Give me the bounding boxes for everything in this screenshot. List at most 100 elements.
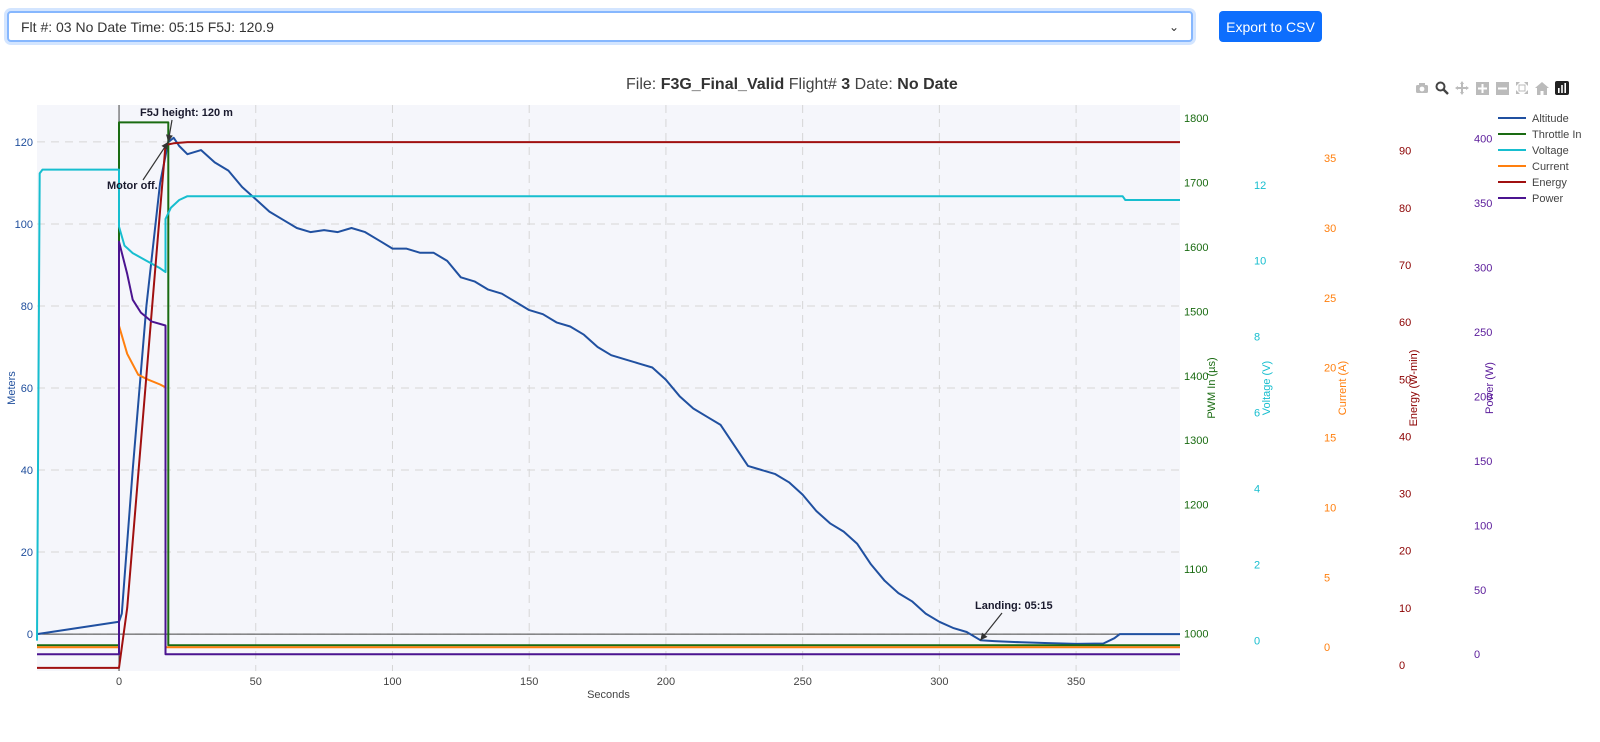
y6-tick-label: 150 [1474, 456, 1492, 468]
legend-label: Throttle In [1532, 129, 1582, 141]
autoscale-icon[interactable] [1514, 80, 1530, 96]
series-line-power [37, 240, 1180, 656]
zoom-in-icon[interactable] [1474, 80, 1490, 96]
y-tick-label: 100 [15, 219, 33, 231]
y3-tick-label: 2 [1254, 560, 1260, 572]
x-axis-label: Seconds [587, 689, 630, 701]
y4-axis-label: Current (A) [1337, 361, 1349, 415]
series-line-altitude [36, 136, 1180, 645]
x-tick-label: 100 [383, 676, 401, 688]
y6-tick-label: 100 [1474, 520, 1492, 532]
flight-number: 3 [841, 76, 851, 93]
series-line-voltage [36, 168, 1180, 641]
y5-tick-label: 90 [1399, 146, 1411, 158]
y2-tick-label: 1400 [1184, 371, 1208, 383]
y-axis-label: Meters [6, 371, 18, 405]
y5-tick-label: 0 [1399, 660, 1405, 672]
y6-tick-label: 400 [1474, 134, 1492, 146]
legend-label: Voltage [1532, 145, 1569, 157]
y5-tick-label: 60 [1399, 317, 1411, 329]
x-tick-label: 200 [657, 676, 675, 688]
home-icon[interactable] [1534, 80, 1550, 96]
date-value: No Date [897, 76, 958, 93]
x-tick-label: 50 [250, 676, 262, 688]
y5-tick-label: 20 [1399, 546, 1411, 558]
y3-tick-label: 12 [1254, 180, 1266, 192]
y4-tick-label: 10 [1324, 502, 1336, 514]
y2-tick-label: 1700 [1184, 177, 1208, 189]
legend-label: Current [1532, 161, 1569, 173]
legend-label: Power [1532, 193, 1564, 205]
file-name: F3G_Final_Valid [660, 76, 785, 93]
legend-label: Energy [1532, 177, 1567, 189]
chart-title: File: F3G_Final_Valid Flight# 3 Date: No… [626, 76, 958, 94]
y5-tick-label: 10 [1399, 603, 1411, 615]
y2-tick-label: 1800 [1184, 113, 1208, 125]
y3-tick-label: 8 [1254, 332, 1260, 344]
y6-tick-label: 300 [1474, 262, 1492, 274]
series-line-energy [37, 141, 1180, 669]
series-line-current [37, 324, 1180, 649]
date-label: Date: [854, 76, 893, 93]
y4-tick-label: 5 [1324, 572, 1330, 584]
x-tick-label: 250 [793, 676, 811, 688]
legend-label: Altitude [1532, 113, 1569, 125]
annotation-arrow [979, 612, 1003, 641]
annotation-arrowhead [165, 134, 173, 142]
zoom-icon[interactable] [1434, 80, 1450, 96]
y5-tick-label: 40 [1399, 431, 1411, 443]
annotation-arrowhead [980, 632, 988, 641]
y-tick-label: 80 [21, 301, 33, 313]
x-tick-label: 150 [520, 676, 538, 688]
y3-tick-label: 10 [1254, 256, 1266, 268]
series-line-throttle-in [37, 121, 1180, 647]
y5-tick-label: 30 [1399, 489, 1411, 501]
y2-axis-label: PWM In (µs) [1206, 357, 1218, 418]
y6-tick-label: 350 [1474, 198, 1492, 210]
y3-axis-label: Voltage (V) [1261, 361, 1273, 415]
annotation-arrowhead [161, 141, 169, 150]
y4-tick-label: 30 [1324, 223, 1336, 235]
modebar [1414, 80, 1570, 96]
y6-tick-label: 0 [1474, 649, 1480, 661]
y5-tick-label: 70 [1399, 260, 1411, 272]
annotation-arrow [142, 141, 169, 181]
export-csv-button[interactable]: Export to CSV [1219, 11, 1322, 42]
y5-tick-label: 80 [1399, 203, 1411, 215]
zoom-out-icon[interactable] [1494, 80, 1510, 96]
y2-tick-label: 1300 [1184, 435, 1208, 447]
y-tick-label: 60 [21, 383, 33, 395]
chevron-down-icon: ⌄ [1168, 19, 1179, 34]
plotly-logo-icon[interactable] [1554, 80, 1570, 96]
y6-axis-label: Power (W) [1484, 362, 1496, 414]
camera-icon[interactable] [1414, 80, 1430, 96]
y2-tick-label: 1100 [1184, 564, 1208, 576]
x-tick-label: 350 [1067, 676, 1085, 688]
y5-tick-label: 50 [1399, 374, 1411, 386]
y-tick-label: 20 [21, 547, 33, 559]
y2-tick-label: 1500 [1184, 306, 1208, 318]
x-tick-label: 0 [116, 676, 122, 688]
file-label: File: [626, 76, 657, 93]
y3-tick-label: 4 [1254, 484, 1260, 496]
annotation-label: F5J height: 120 m [140, 107, 233, 119]
flight-select-value: Flt #: 03 No Date Time: 05:15 F5J: 120.9 [21, 18, 274, 35]
y-tick-label: 0 [27, 629, 33, 641]
y4-tick-label: 25 [1324, 293, 1336, 305]
y4-tick-label: 15 [1324, 433, 1336, 445]
pan-icon[interactable] [1454, 80, 1470, 96]
flight-select[interactable]: Flt #: 03 No Date Time: 05:15 F5J: 120.9… [7, 11, 1193, 42]
y3-tick-label: 0 [1254, 636, 1260, 648]
y4-tick-label: 0 [1324, 642, 1330, 654]
y2-tick-label: 1200 [1184, 500, 1208, 512]
y6-tick-label: 50 [1474, 585, 1486, 597]
y5-axis-label: Energy (W-min) [1408, 350, 1420, 427]
x-tick-label: 300 [930, 676, 948, 688]
y-tick-label: 120 [15, 137, 33, 149]
annotation-label: Motor off. [107, 180, 158, 192]
y6-tick-label: 250 [1474, 327, 1492, 339]
y6-tick-label: 200 [1474, 391, 1492, 403]
y2-tick-label: 1000 [1184, 629, 1208, 641]
annotation-arrow [167, 119, 173, 143]
